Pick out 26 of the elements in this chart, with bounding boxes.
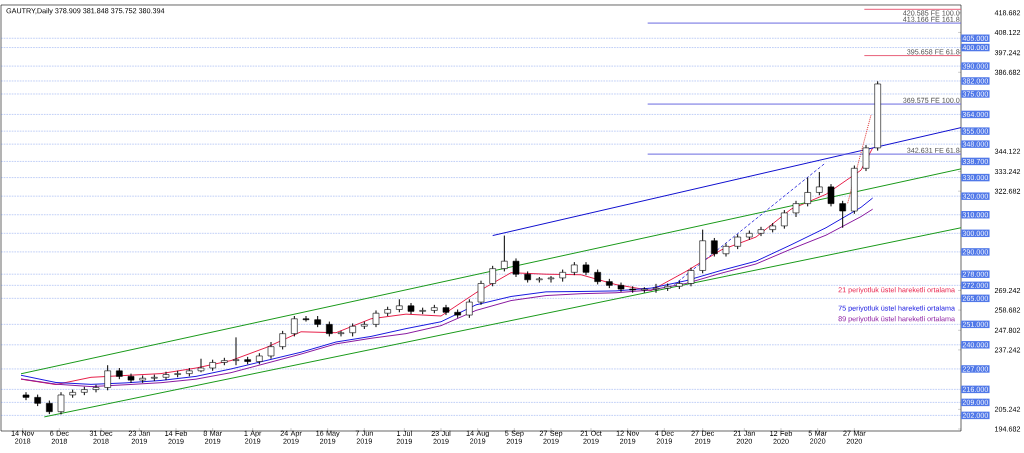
candlestick — [816, 171, 823, 196]
candlestick — [104, 364, 111, 391]
candlestick — [291, 315, 298, 337]
candlestick — [162, 371, 170, 381]
candlestick — [489, 265, 496, 287]
candlestick — [827, 183, 835, 207]
candlestick — [547, 275, 555, 284]
candlestick — [501, 235, 508, 272]
candlestick — [302, 315, 310, 323]
candlestick — [711, 237, 718, 258]
candlestick — [22, 391, 30, 401]
candlestick — [279, 330, 286, 350]
candlestick — [781, 209, 788, 230]
candlestick — [862, 144, 870, 172]
candlestick — [652, 283, 660, 294]
candlestick — [197, 358, 205, 373]
candlestick — [839, 200, 846, 229]
candlestick — [337, 330, 345, 337]
candlestick — [232, 336, 240, 366]
candlestick — [804, 177, 811, 207]
candlestick — [512, 257, 520, 278]
candlestick — [687, 267, 695, 287]
candlestick — [92, 384, 100, 393]
candlestick — [57, 391, 65, 415]
candlestick — [477, 280, 485, 306]
candlestick — [466, 298, 473, 319]
